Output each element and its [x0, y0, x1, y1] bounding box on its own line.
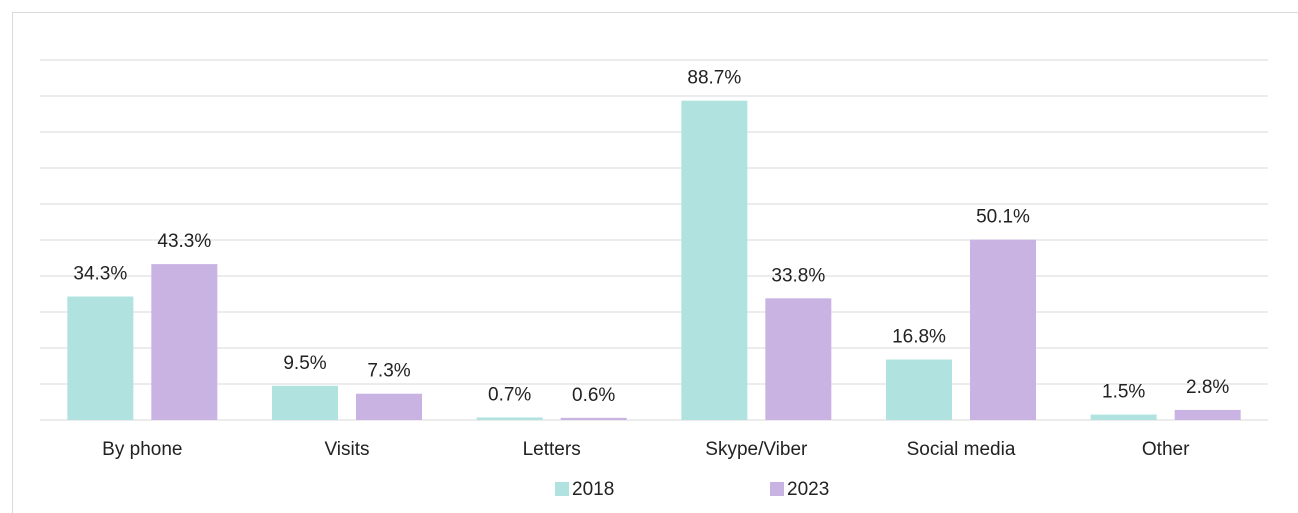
legend-label: 2023	[787, 479, 829, 500]
value-label: 34.3%	[73, 264, 127, 285]
bar	[272, 385, 338, 420]
legend-swatch	[555, 482, 569, 496]
bar	[560, 417, 627, 420]
chart-frame	[12, 12, 1298, 513]
bar	[151, 264, 218, 420]
bar	[476, 417, 543, 420]
value-label: 0.6%	[572, 385, 615, 406]
value-label: 2.8%	[1186, 377, 1229, 398]
bar	[886, 359, 952, 420]
x-tick-label: Other	[1142, 439, 1190, 460]
bar	[765, 298, 832, 420]
bar	[1174, 409, 1241, 420]
value-label: 7.3%	[367, 361, 410, 382]
bar	[970, 239, 1036, 420]
bar	[67, 296, 134, 420]
x-tick-label: By phone	[102, 439, 182, 460]
legend-label: 2018	[572, 479, 614, 500]
x-tick-label: Visits	[324, 439, 369, 460]
x-tick-label: Letters	[523, 439, 581, 460]
x-tick-label: Skype/Viber	[705, 439, 808, 460]
value-label: 1.5%	[1102, 382, 1145, 403]
legend-swatch	[770, 482, 784, 496]
bar	[1090, 414, 1157, 420]
value-label: 16.8%	[892, 327, 946, 348]
x-tick-label: Social media	[907, 439, 1016, 460]
value-label: 33.8%	[771, 265, 825, 286]
value-label: 88.7%	[687, 68, 741, 89]
bar	[681, 100, 748, 421]
value-label: 9.5%	[283, 353, 326, 374]
value-label: 50.1%	[976, 207, 1030, 228]
value-label: 43.3%	[157, 231, 211, 252]
value-label: 0.7%	[488, 384, 531, 405]
bar	[356, 393, 422, 420]
